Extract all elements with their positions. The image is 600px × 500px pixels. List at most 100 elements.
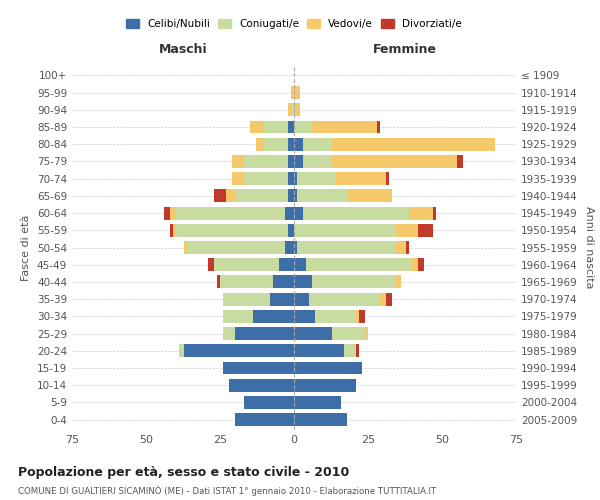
Bar — [232, 155, 244, 168]
Bar — [297, 190, 347, 202]
Bar — [184, 344, 294, 358]
Bar — [294, 310, 315, 323]
Bar — [288, 224, 294, 236]
Bar — [418, 258, 424, 271]
Bar — [256, 138, 265, 150]
Bar — [226, 190, 235, 202]
Bar — [294, 155, 303, 168]
Bar — [377, 120, 380, 134]
Bar — [418, 224, 433, 236]
Bar — [294, 379, 356, 392]
Bar — [303, 155, 332, 168]
Y-axis label: Anni di nascita: Anni di nascita — [584, 206, 594, 289]
Bar — [223, 327, 235, 340]
Bar — [288, 190, 294, 202]
Bar — [457, 155, 463, 168]
Bar — [176, 206, 285, 220]
Bar — [395, 224, 418, 236]
Bar — [271, 292, 294, 306]
Bar — [235, 413, 294, 426]
Bar — [395, 241, 406, 254]
Bar — [288, 138, 294, 150]
Bar — [294, 120, 312, 134]
Bar — [223, 310, 253, 323]
Bar — [386, 172, 389, 185]
Bar — [173, 224, 176, 236]
Bar — [294, 396, 341, 409]
Bar — [253, 310, 294, 323]
Bar — [395, 276, 401, 288]
Bar — [285, 206, 294, 220]
Bar — [265, 138, 288, 150]
Bar — [332, 327, 365, 340]
Bar — [288, 172, 294, 185]
Bar — [356, 344, 359, 358]
Bar — [235, 327, 294, 340]
Bar — [229, 379, 294, 392]
Bar — [232, 172, 244, 185]
Bar — [294, 413, 347, 426]
Bar — [344, 344, 356, 358]
Bar — [303, 206, 409, 220]
Bar — [214, 258, 279, 271]
Bar — [303, 138, 332, 150]
Bar — [291, 104, 294, 116]
Bar — [315, 310, 356, 323]
Bar — [223, 362, 294, 374]
Bar — [433, 206, 436, 220]
Bar — [332, 155, 457, 168]
Bar — [288, 120, 294, 134]
Bar — [294, 241, 297, 254]
Bar — [332, 138, 495, 150]
Bar — [294, 276, 312, 288]
Bar — [406, 241, 409, 254]
Bar — [217, 276, 220, 288]
Bar — [187, 241, 285, 254]
Bar — [294, 190, 297, 202]
Bar — [220, 276, 273, 288]
Bar — [279, 258, 294, 271]
Bar — [312, 120, 377, 134]
Text: COMUNE DI GUALTIERI SICAMINÒ (ME) - Dati ISTAT 1° gennaio 2010 - Elaborazione TU: COMUNE DI GUALTIERI SICAMINÒ (ME) - Dati… — [18, 485, 436, 496]
Bar — [208, 258, 214, 271]
Bar — [347, 190, 392, 202]
Bar — [170, 224, 173, 236]
Bar — [294, 86, 300, 99]
Bar — [244, 155, 288, 168]
Bar — [235, 190, 288, 202]
Bar — [265, 120, 288, 134]
Y-axis label: Fasce di età: Fasce di età — [22, 214, 31, 280]
Bar — [294, 224, 395, 236]
Text: Femmine: Femmine — [373, 44, 437, 57]
Bar — [294, 344, 344, 358]
Bar — [297, 172, 335, 185]
Bar — [409, 206, 433, 220]
Bar — [335, 172, 386, 185]
Bar — [288, 155, 294, 168]
Bar — [294, 292, 309, 306]
Bar — [244, 172, 288, 185]
Bar — [294, 206, 303, 220]
Bar — [285, 241, 294, 254]
Bar — [273, 276, 294, 288]
Bar — [176, 224, 288, 236]
Bar — [288, 104, 291, 116]
Bar — [386, 292, 392, 306]
Bar — [184, 241, 187, 254]
Text: Maschi: Maschi — [158, 44, 208, 57]
Bar — [291, 86, 294, 99]
Bar — [312, 276, 395, 288]
Bar — [309, 292, 380, 306]
Bar — [356, 310, 359, 323]
Bar — [294, 172, 297, 185]
Bar — [250, 120, 265, 134]
Bar — [297, 241, 395, 254]
Bar — [294, 327, 332, 340]
Bar — [294, 258, 306, 271]
Bar — [214, 190, 226, 202]
Bar — [294, 104, 300, 116]
Bar — [294, 362, 362, 374]
Bar — [223, 292, 271, 306]
Bar — [164, 206, 170, 220]
Bar — [170, 206, 176, 220]
